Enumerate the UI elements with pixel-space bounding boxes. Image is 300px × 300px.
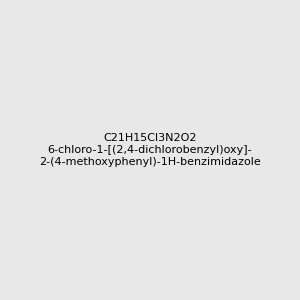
Text: C21H15Cl3N2O2
6-chloro-1-[(2,4-dichlorobenzyl)oxy]-
2-(4-methoxyphenyl)-1H-benzi: C21H15Cl3N2O2 6-chloro-1-[(2,4-dichlorob… <box>39 134 261 166</box>
